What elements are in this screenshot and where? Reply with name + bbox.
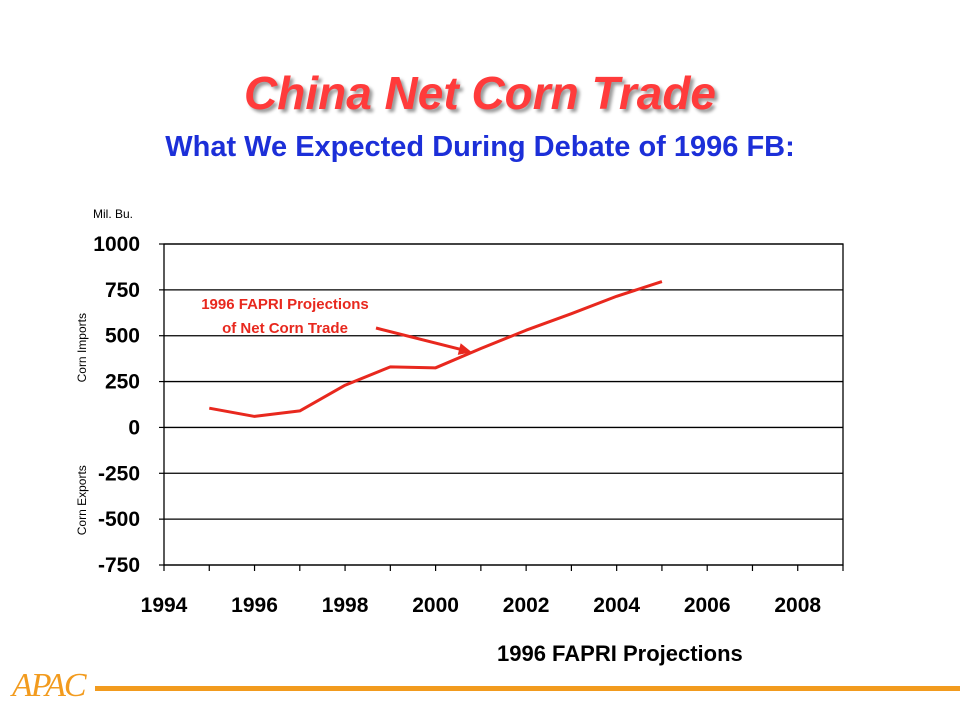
x-tick-label: 2004 <box>593 594 640 617</box>
slide-subtitle: What We Expected During Debate of 1996 F… <box>165 131 795 163</box>
x-tick-label: 1996 <box>231 594 278 617</box>
y-tick-label: 1000 <box>93 233 140 256</box>
y-tick-label: -250 <box>98 462 140 485</box>
y-tick-label: 0 <box>128 416 140 439</box>
series-line <box>208 280 663 418</box>
x-tick-label: 1994 <box>141 594 188 617</box>
annotation-arrow-head <box>457 343 472 355</box>
footer-divider <box>95 686 960 691</box>
x-tick-label: 2006 <box>684 594 731 617</box>
footnote: 1996 FAPRI Projections <box>497 641 743 666</box>
slide-title: China Net Corn Trade <box>244 67 716 119</box>
y-tick-label: 750 <box>105 279 140 302</box>
x-tick-label: 1998 <box>322 594 369 617</box>
annotation-label-line2: of Net Corn Trade <box>222 320 348 337</box>
plot-frame <box>163 243 844 566</box>
y-tick-label: 250 <box>105 371 140 394</box>
x-tick-label: 2000 <box>412 594 459 617</box>
y-axis-label-exports: Corn Exports <box>75 465 89 535</box>
x-tick-label: 2008 <box>774 594 821 617</box>
apac-logo: APAC <box>12 667 87 704</box>
x-tick-label: 2002 <box>503 594 550 617</box>
unit-label: Mil. Bu. <box>93 207 133 221</box>
y-tick-label: 500 <box>105 325 140 348</box>
annotation-arrow-shaft <box>375 326 465 352</box>
y-tick-label: -500 <box>98 508 140 531</box>
annotation-label-line1: 1996 FAPRI Projections <box>201 296 369 313</box>
y-tick-label: -750 <box>98 554 140 577</box>
y-axis-label-imports: Corn Imports <box>75 313 89 382</box>
